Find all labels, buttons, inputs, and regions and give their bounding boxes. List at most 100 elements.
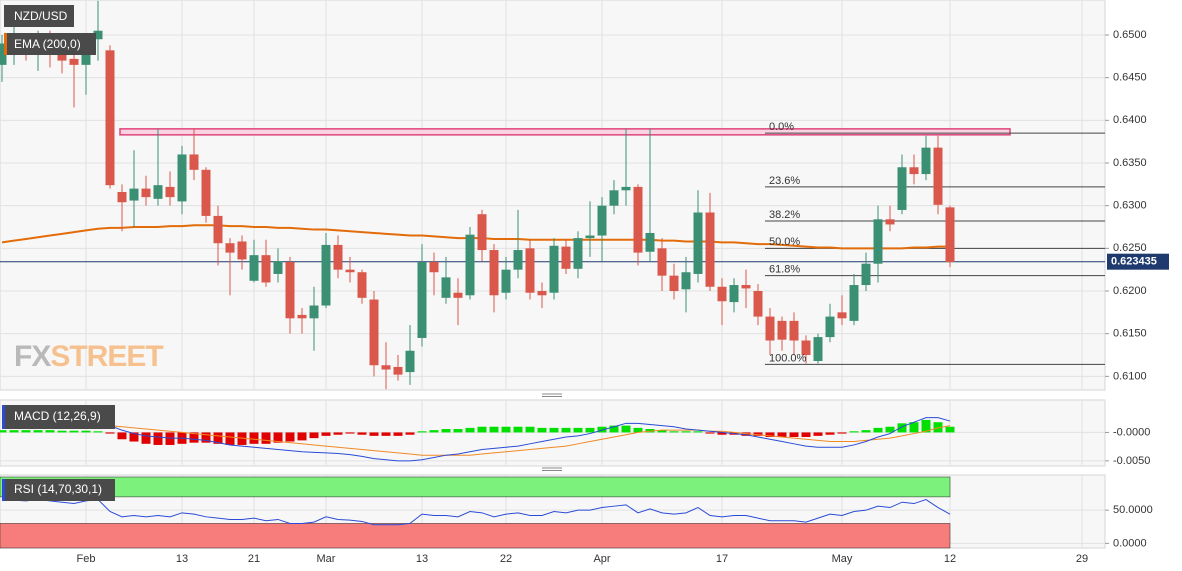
symbol-box: [4, 5, 74, 27]
macd-histogram-bar: [561, 427, 571, 433]
macd-histogram-bar: [165, 432, 175, 445]
candle-body: [549, 245, 559, 293]
candle-body: [165, 186, 175, 198]
y-tick-label: -0.0000: [1113, 426, 1150, 438]
candle-body: [657, 248, 667, 276]
candle-body: [861, 263, 871, 286]
x-tick-label: 22: [500, 553, 512, 565]
macd-histogram-bar: [489, 426, 499, 433]
macd-histogram-bar: [117, 432, 127, 440]
y-tick-label: 0.6100: [1113, 370, 1147, 382]
x-tick-label: Feb: [77, 553, 96, 565]
candle-body: [249, 255, 259, 281]
candle-body: [69, 58, 79, 65]
macd-histogram-bar: [225, 432, 235, 445]
candle-body: [801, 340, 811, 356]
candle-body: [285, 261, 295, 319]
fib-label: 61.8%: [769, 264, 800, 276]
candle-body: [225, 243, 235, 253]
macd-histogram-bar: [669, 431, 679, 433]
candle-body: [153, 185, 163, 199]
macd-histogram-bar: [453, 429, 463, 433]
macd-histogram-bar: [549, 427, 559, 433]
macd-histogram-bar: [765, 432, 775, 437]
candle-body: [669, 275, 679, 292]
oversold-zone: [0, 523, 951, 549]
macd-histogram-bar: [441, 429, 451, 433]
ema-swatch: [4, 33, 7, 55]
macd-histogram-bar: [657, 430, 667, 433]
x-tick-label: 21: [248, 553, 260, 565]
macd-histogram-bar: [921, 419, 931, 433]
macd-histogram-bar: [105, 432, 115, 434]
candle-body: [513, 250, 523, 270]
candle-body: [621, 186, 631, 191]
fib-label: 38.2%: [769, 209, 800, 221]
macd-histogram-bar: [273, 432, 283, 443]
candle-body: [645, 232, 655, 252]
candle-body: [441, 277, 451, 298]
macd-histogram-bar: [741, 432, 751, 436]
macd-histogram-bar: [297, 432, 307, 441]
x-tick-label: 17: [716, 553, 728, 565]
candle-body: [105, 50, 115, 186]
macd-histogram-bar: [501, 426, 511, 433]
candle-body: [501, 269, 511, 293]
macd-histogram-bar: [21, 430, 31, 433]
candle-body: [177, 154, 187, 202]
ema-box: [4, 33, 96, 55]
macd-histogram-bar: [285, 432, 295, 442]
macd-line: [2, 417, 951, 462]
macd-histogram-bar: [597, 426, 607, 433]
watermark: FXSTREET: [14, 340, 163, 373]
macd-histogram-bar: [825, 432, 835, 435]
macd-histogram-bar: [861, 430, 871, 433]
rsi-title: RSI (14,70,30,1): [14, 482, 102, 496]
macd-histogram-bar: [753, 432, 763, 436]
y-tick-label: 0.6450: [1113, 72, 1147, 84]
x-tick-label: 12: [944, 553, 956, 565]
candle-body: [309, 305, 319, 319]
watermark-street: STREET: [50, 340, 163, 373]
x-tick-label: Apr: [593, 553, 610, 565]
macd-histogram-bar: [141, 432, 151, 444]
candle-body: [693, 212, 703, 274]
candle-body: [741, 285, 751, 289]
y-tick-label: 0.6300: [1113, 200, 1147, 212]
candle-body: [57, 52, 67, 61]
macd-histogram-bar: [237, 432, 247, 445]
candle-body: [633, 186, 643, 253]
x-tick-label: 29: [1076, 553, 1088, 565]
candle-body: [585, 235, 595, 239]
candle-body: [525, 248, 535, 293]
ema-label: EMA (200,0): [14, 37, 81, 51]
signal-line: [1, 414, 951, 456]
candle-body: [393, 366, 403, 375]
macd-histogram-bar: [381, 432, 391, 436]
macd-histogram-bar: [609, 425, 619, 433]
macd-histogram-bar: [429, 430, 439, 433]
macd-histogram-bar: [213, 432, 223, 444]
macd-histogram-bar: [0, 430, 7, 433]
candle-body: [885, 219, 895, 225]
candle-body: [717, 286, 727, 302]
y-tick-label: 0.6250: [1113, 242, 1147, 254]
y-tick-label: 0.0000: [1113, 537, 1147, 549]
x-tick-label: Mar: [317, 553, 336, 565]
y-tick-label: 0.6350: [1113, 157, 1147, 169]
candle-body: [777, 320, 787, 340]
candle-body: [429, 261, 439, 273]
candle-body: [417, 261, 427, 338]
last-price-label: 0.623435: [1111, 256, 1157, 268]
x-tick-label: 13: [416, 553, 428, 565]
macd-histogram-bar: [129, 432, 139, 442]
macd-histogram-bar: [393, 432, 403, 436]
candle-body: [609, 190, 619, 206]
y-tick-label: 0.6200: [1113, 285, 1147, 297]
candle-body: [345, 269, 355, 273]
fib-label: 23.6%: [769, 175, 800, 187]
candle-body: [753, 291, 763, 317]
macd-histogram-bar: [945, 426, 955, 433]
candle-body: [237, 241, 247, 260]
candle-body: [573, 238, 583, 269]
